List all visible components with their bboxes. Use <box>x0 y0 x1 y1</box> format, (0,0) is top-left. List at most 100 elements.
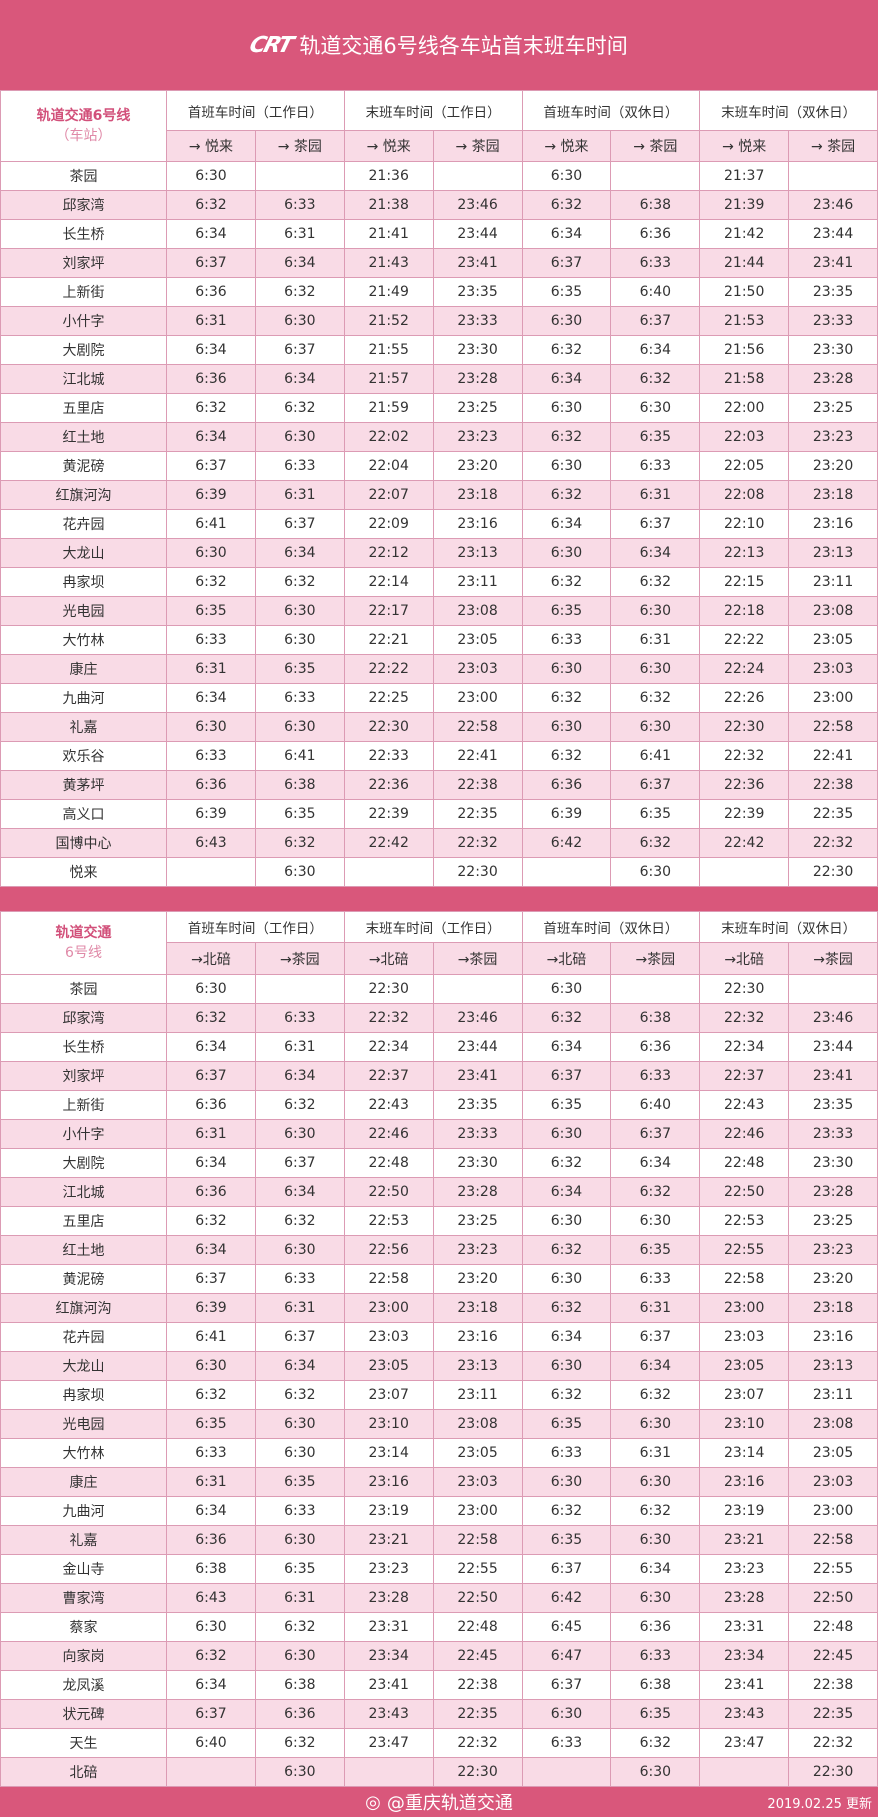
time-cell: 6:30 <box>521 1264 612 1294</box>
time-cell: 22:39 <box>699 799 790 829</box>
table-row: 上新街 6:36 6:32 21:49 23:35 6:35 6:40 21:50 23:35 <box>0 277 878 307</box>
time-cell: 23:41 <box>343 1670 434 1700</box>
time-cell: 6:36 <box>166 277 256 307</box>
table-row: 国博中心 6:43 6:32 22:42 22:32 6:42 6:32 22:42 22:32 <box>0 828 878 858</box>
station-name: 长生桥 <box>0 219 167 249</box>
station-name: 红旗河沟 <box>0 480 167 510</box>
time-cell: 23:35 <box>788 277 878 307</box>
station-name: 高义口 <box>0 799 167 829</box>
time-cell: 23:11 <box>432 1380 523 1410</box>
time-cell: 6:31 <box>254 1032 345 1062</box>
time-cell: 6:43 <box>166 1583 256 1613</box>
time-cell: 21:52 <box>343 306 434 336</box>
time-cell: 6:30 <box>610 1467 701 1497</box>
time-cell: 6:33 <box>254 1264 345 1294</box>
time-cell: 6:32 <box>610 683 701 713</box>
time-cell: 23:30 <box>788 335 878 365</box>
time-cell: 22:39 <box>343 799 434 829</box>
station-name: 礼嘉 <box>0 1525 167 1555</box>
time-cell: 22:17 <box>343 596 434 626</box>
time-cell: 21:43 <box>343 248 434 278</box>
time-cell: 22:35 <box>788 1699 878 1729</box>
time-cell: 22:50 <box>788 1583 878 1613</box>
time-cell: 23:10 <box>699 1409 790 1439</box>
time-cell: 6:37 <box>166 1699 256 1729</box>
time-cell: 22:32 <box>788 1728 878 1758</box>
direction-header: → 茶园 <box>254 130 345 162</box>
time-cell: 6:31 <box>254 219 345 249</box>
time-cell: 6:30 <box>166 1351 256 1381</box>
time-cell: 22:07 <box>343 480 434 510</box>
station-name: 冉家坝 <box>0 567 167 597</box>
time-cell: 6:34 <box>254 364 345 394</box>
time-cell: 23:25 <box>788 393 878 423</box>
table-row: 龙凤溪 6:34 6:38 23:41 22:38 6:37 6:38 23:41 22:38 <box>0 1670 878 1700</box>
time-cell: 23:33 <box>432 306 523 336</box>
time-cell: 22:41 <box>788 741 878 771</box>
time-cell: 6:32 <box>610 1380 701 1410</box>
table-row: 光电园 6:35 6:30 22:17 23:08 6:35 6:30 22:18 23:08 <box>0 596 878 626</box>
time-cell: 6:32 <box>521 1235 612 1265</box>
table-row: 天生 6:40 6:32 23:47 22:32 6:33 6:32 23:47 22:32 <box>0 1728 878 1758</box>
time-cell: 22:50 <box>432 1583 523 1613</box>
time-cell: 23:18 <box>788 480 878 510</box>
time-cell: 23:00 <box>699 1293 790 1323</box>
table-row: 蔡家 6:30 6:32 23:31 22:48 6:45 6:36 23:31 22:48 <box>0 1612 878 1642</box>
time-cell: 22:22 <box>699 625 790 655</box>
station-name: 状元碑 <box>0 1699 167 1729</box>
time-cell: 6:30 <box>521 393 612 423</box>
time-cell: 6:30 <box>521 1351 612 1381</box>
time-cell: 6:34 <box>166 335 256 365</box>
time-cell: 6:33 <box>254 1003 345 1033</box>
time-cell: 23:20 <box>432 1264 523 1294</box>
time-cell: 23:05 <box>432 625 523 655</box>
time-cell <box>699 1757 790 1787</box>
time-cell: 6:35 <box>521 1090 612 1120</box>
time-cell: 6:34 <box>254 1351 345 1381</box>
time-cell: 23:14 <box>343 1438 434 1468</box>
time-cell: 6:32 <box>166 1003 256 1033</box>
time-cell: 22:32 <box>432 828 523 858</box>
time-cell: 21:57 <box>343 364 434 394</box>
time-cell: 6:34 <box>521 1177 612 1207</box>
time-cell: 23:03 <box>699 1322 790 1352</box>
time-cell: 22:38 <box>432 1670 523 1700</box>
time-cell: 23:46 <box>432 190 523 220</box>
table-row: 冉家坝 6:32 6:32 23:07 23:11 6:32 6:32 23:07 23:11 <box>0 1380 878 1410</box>
station-name: 花卉园 <box>0 509 167 539</box>
time-cell: 6:35 <box>254 1467 345 1497</box>
time-cell: 23:30 <box>432 335 523 365</box>
table-row: 九曲河 6:34 6:33 22:25 23:00 6:32 6:32 22:26 23:00 <box>0 683 878 713</box>
time-cell: 6:31 <box>254 1293 345 1323</box>
time-cell: 6:33 <box>521 625 612 655</box>
time-cell: 23:00 <box>343 1293 434 1323</box>
time-cell: 23:41 <box>788 1061 878 1091</box>
time-cell: 23:23 <box>432 1235 523 1265</box>
time-cell: 6:32 <box>521 741 612 771</box>
time-cell: 6:40 <box>166 1728 256 1758</box>
time-cell: 6:32 <box>521 683 612 713</box>
station-name: 红土地 <box>0 422 167 452</box>
time-cell: 23:16 <box>699 1467 790 1497</box>
direction-header: →北碚 <box>343 942 434 975</box>
time-cell: 23:14 <box>699 1438 790 1468</box>
station-name: 光电园 <box>0 596 167 626</box>
station-name: 长生桥 <box>0 1032 167 1062</box>
time-cell: 6:34 <box>610 538 701 568</box>
time-cell: 21:39 <box>699 190 790 220</box>
time-cell: 6:35 <box>610 1699 701 1729</box>
time-cell: 6:42 <box>521 1583 612 1613</box>
table-row: 江北城 6:36 6:34 22:50 23:28 6:34 6:32 22:50 23:28 <box>0 1177 878 1207</box>
time-cell: 6:30 <box>610 596 701 626</box>
time-cell: 6:33 <box>610 1641 701 1671</box>
table-row: 高义口 6:39 6:35 22:39 22:35 6:39 6:35 22:39 22:35 <box>0 799 878 829</box>
time-cell: 23:28 <box>432 1177 523 1207</box>
table-row: 小什字 6:31 6:30 22:46 23:33 6:30 6:37 22:46 23:33 <box>0 1119 878 1149</box>
table-row: 冉家坝 6:32 6:32 22:14 23:11 6:32 6:32 22:15 23:11 <box>0 567 878 597</box>
station-name: 红土地 <box>0 1235 167 1265</box>
time-cell: 23:08 <box>432 1409 523 1439</box>
station-name: 五里店 <box>0 393 167 423</box>
time-cell: 6:42 <box>521 828 612 858</box>
time-cell: 23:44 <box>432 1032 523 1062</box>
station-name: 黄茅坪 <box>0 770 167 800</box>
